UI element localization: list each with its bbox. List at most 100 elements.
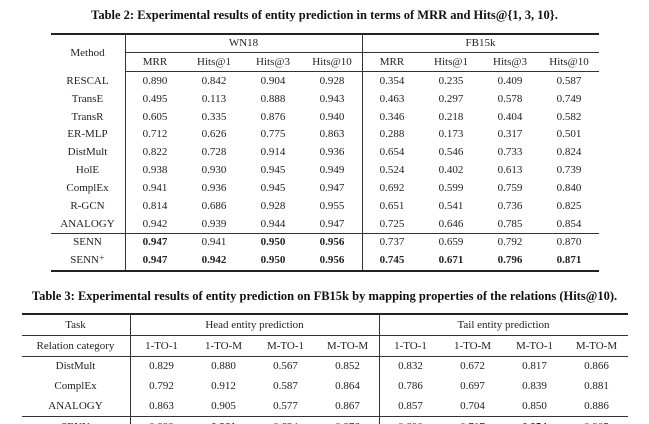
table-row: TransE 0.495 0.113 0.888 0.943 0.463 0.297 0.57… <box>50 90 599 108</box>
table2: Method WN18 FB15k MRR Hits@1 Hits@3 Hits@10… <box>50 32 599 272</box>
value-cell: 0.346 <box>361 108 422 126</box>
method-cell: SENN <box>50 232 126 252</box>
value-cell: 0.863 <box>319 128 345 141</box>
value-cell: 0.914 <box>260 146 286 159</box>
value-cell: 0.733 <box>497 146 523 159</box>
value-cell: 0.950 <box>260 254 286 267</box>
method-cell: HolE <box>50 161 126 180</box>
method-cell: SENN <box>21 416 131 424</box>
method-cell: ComplEx <box>50 179 126 198</box>
value-cell: 0.866 <box>584 360 609 373</box>
method-cell: R-GCN <box>50 197 126 216</box>
value-cell: 0.817 <box>522 360 547 373</box>
table-row: ANALOGY 0.863 0.905 0.577 0.867 0.857 0.704 0.8… <box>21 396 628 417</box>
value-cell: 0.578 <box>497 92 523 105</box>
value-cell: 0.928 <box>319 74 345 87</box>
table-row: SENN0.8990.9610.6340.8760.8900.7170.9540… <box>21 416 628 424</box>
value-cell: 0.541 <box>438 199 464 212</box>
table2-caption: Table 2: Experimental results of entity … <box>91 8 558 22</box>
value-cell: 0.950 <box>243 232 303 252</box>
value-cell: 0.940 <box>319 110 345 123</box>
value-cell: 0.886 <box>584 400 609 413</box>
value-cell: 0.871 <box>556 254 582 267</box>
value-cell: 0.404 <box>497 110 523 123</box>
value-cell: 0.704 <box>460 400 485 413</box>
value-cell: 0.524 <box>361 161 422 180</box>
t2-subheader-hits@10: Hits@10 <box>302 52 362 73</box>
value-cell: 0.832 <box>378 356 442 377</box>
method-cell: SENN⁺ <box>50 251 126 271</box>
value-cell: 0.173 <box>438 128 464 141</box>
table3-group-tail: Tail entity prediction <box>378 314 628 337</box>
value-cell: 0.759 <box>497 181 523 194</box>
t2-subheader-hits@10: Hits@10 <box>539 52 599 73</box>
value-cell: 0.857 <box>378 396 442 417</box>
value-cell: 0.944 <box>260 217 286 230</box>
value-cell: 0.905 <box>211 400 236 413</box>
table3-body: DistMult 0.829 0.880 0.567 0.852 0.832 0.672 0.… <box>21 356 628 424</box>
table-row: ANALOGY 0.942 0.939 0.944 0.947 0.725 0.646 0.7… <box>50 215 599 234</box>
value-cell: 0.587 <box>273 380 298 393</box>
value-cell: 0.822 <box>142 146 168 159</box>
table-row: SENN 0.947 0.941 0.950 0.956 0.737 0.659 0.792 0… <box>50 232 599 252</box>
value-cell: 0.904 <box>260 74 286 87</box>
t3-subheader-m-to-m: M-TO-M <box>565 335 628 357</box>
value-cell: 0.949 <box>319 164 345 177</box>
value-cell: 0.928 <box>260 199 286 212</box>
value-cell: 0.235 <box>438 74 464 87</box>
value-cell: 0.613 <box>497 164 523 177</box>
value-cell: 0.587 <box>556 74 582 87</box>
value-cell: 0.824 <box>556 146 582 159</box>
value-cell: 0.599 <box>438 181 464 194</box>
value-cell: 0.842 <box>201 74 227 87</box>
value-cell: 0.876 <box>316 416 379 424</box>
t2-subheader-hits@1: Hits@1 <box>421 52 481 73</box>
value-cell: 0.850 <box>522 400 547 413</box>
value-cell: 0.463 <box>361 90 422 108</box>
value-cell: 0.749 <box>556 92 582 105</box>
t2-subheader-hits@1: Hits@1 <box>184 52 244 73</box>
method-cell: DistMult <box>50 143 126 162</box>
value-cell: 0.409 <box>497 74 523 87</box>
table3-relation-category-header: Relation category <box>21 335 131 357</box>
value-cell: 0.796 <box>497 254 523 267</box>
value-cell: 0.870 <box>539 232 599 252</box>
value-cell: 0.728 <box>201 146 227 159</box>
value-cell: 0.941 <box>184 232 244 252</box>
table-row: ComplEx 0.792 0.912 0.587 0.864 0.786 0.697 0.8… <box>21 376 628 397</box>
value-cell: 0.671 <box>438 254 464 267</box>
value-cell: 0.495 <box>142 92 168 105</box>
value-cell: 0.956 <box>319 254 345 267</box>
table3-group-head: Head entity prediction <box>130 314 379 337</box>
value-cell: 0.577 <box>273 400 298 413</box>
table-row: HolE 0.938 0.930 0.945 0.949 0.524 0.402 0.613 0… <box>50 161 599 180</box>
method-cell: DistMult <box>21 356 131 377</box>
table-row: DistMult 0.829 0.880 0.567 0.852 0.832 0.672 0.… <box>21 356 628 377</box>
value-cell: 0.947 <box>142 254 168 267</box>
t2-subheader-mrr: MRR <box>361 52 422 73</box>
value-cell: 0.546 <box>438 146 464 159</box>
value-cell: 0.567 <box>273 360 298 373</box>
value-cell: 0.961 <box>192 416 255 424</box>
table3-subheader-row: Relation category 1-TO-1 1-TO-M M-TO-1 M-TO… <box>21 335 628 357</box>
value-cell: 0.739 <box>556 164 582 177</box>
table3-section: Table 3: Experimental results of entity … <box>0 289 649 424</box>
value-cell: 0.672 <box>460 360 485 373</box>
table3-task-header: Task <box>21 314 131 337</box>
value-cell: 0.501 <box>556 128 582 141</box>
value-cell: 0.651 <box>361 197 422 216</box>
value-cell: 0.335 <box>201 110 227 123</box>
value-cell: 0.786 <box>378 376 442 397</box>
value-cell: 0.745 <box>361 251 422 271</box>
value-cell: 0.880 <box>211 360 236 373</box>
value-cell: 0.829 <box>149 360 174 373</box>
value-cell: 0.936 <box>319 146 345 159</box>
value-cell: 0.936 <box>201 181 227 194</box>
value-cell: 0.945 <box>260 181 286 194</box>
table-row: SENN⁺ 0.947 0.942 0.950 0.956 0.745 0.671 0.796… <box>50 251 599 271</box>
value-cell: 0.792 <box>480 232 540 252</box>
value-cell: 0.890 <box>142 74 168 87</box>
t3-subheader-m-to-m: M-TO-M <box>316 335 379 357</box>
value-cell: 0.942 <box>201 254 227 267</box>
